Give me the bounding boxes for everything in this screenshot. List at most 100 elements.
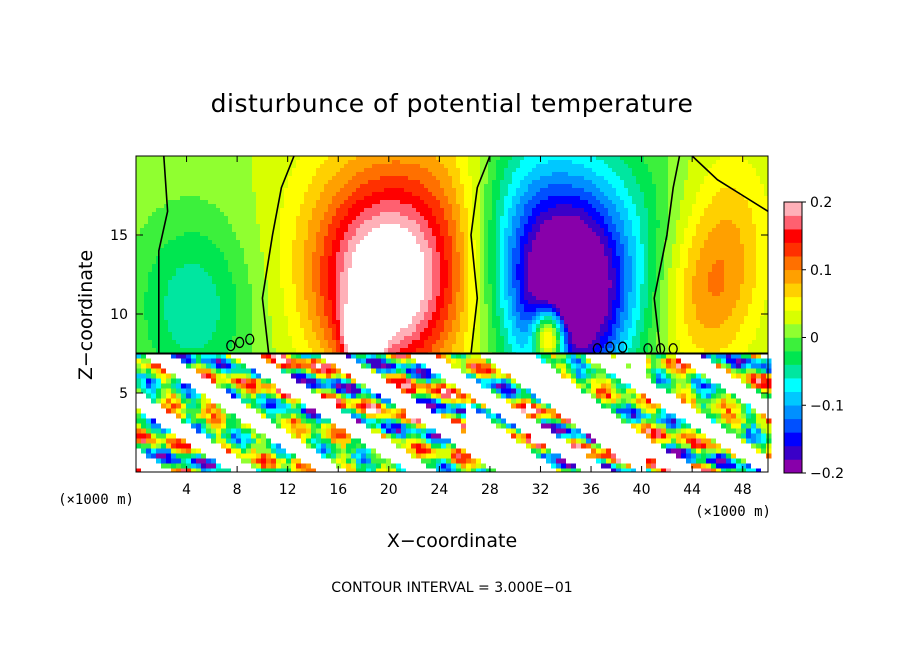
field-cell <box>652 244 657 249</box>
field-cell <box>228 200 233 205</box>
field-cell <box>696 256 701 261</box>
field-cell <box>460 164 465 169</box>
field-cell <box>236 164 241 169</box>
field-cell <box>452 252 457 257</box>
field-cell <box>228 240 233 245</box>
field-cell <box>184 168 189 173</box>
field-cell <box>368 260 373 265</box>
field-cell <box>520 252 525 257</box>
field-cell <box>700 196 705 201</box>
field-cell <box>544 164 549 169</box>
field-cell <box>416 228 421 233</box>
field-cell <box>152 156 157 161</box>
field-cell <box>204 216 209 221</box>
field-cell <box>364 256 369 261</box>
field-cell <box>684 248 689 253</box>
field-cell <box>260 236 265 241</box>
field-cell <box>168 204 173 209</box>
field-cell <box>340 172 345 177</box>
field-cell <box>304 272 309 277</box>
field-cell <box>336 252 341 257</box>
field-cell <box>148 236 153 241</box>
field-cell <box>344 172 349 177</box>
field-cell <box>300 240 305 245</box>
field-cell <box>556 240 561 245</box>
field-cell <box>496 248 501 253</box>
field-cell <box>540 264 545 269</box>
field-cell <box>372 220 377 225</box>
field-cell <box>392 212 397 217</box>
field-cell <box>640 272 645 277</box>
field-cell <box>576 240 581 245</box>
field-cell <box>632 240 637 245</box>
field-cell <box>620 180 625 185</box>
field-cell <box>544 260 549 265</box>
field-cell <box>532 268 537 273</box>
field-cell <box>488 192 493 197</box>
field-cell <box>536 252 541 257</box>
field-cell <box>216 252 221 257</box>
field-cell <box>400 256 405 261</box>
field-cell <box>356 188 361 193</box>
field-cell <box>324 256 329 261</box>
field-cell <box>228 224 233 229</box>
field-cell <box>340 196 345 201</box>
field-cell <box>240 232 245 237</box>
field-cell <box>524 164 529 169</box>
field-cell <box>260 168 265 173</box>
field-cell <box>372 192 377 197</box>
field-cell <box>400 188 405 193</box>
field-cell <box>596 172 601 177</box>
field-cell <box>636 232 641 237</box>
field-cell <box>480 160 485 165</box>
field-cell <box>248 256 253 261</box>
field-cell <box>340 188 345 193</box>
field-cell <box>448 156 453 161</box>
field-cell <box>352 192 357 197</box>
field-cell <box>320 256 325 261</box>
field-cell <box>316 172 321 177</box>
field-cell <box>372 188 377 193</box>
field-cell <box>356 168 361 173</box>
field-cell <box>736 220 741 225</box>
field-cell <box>376 168 381 173</box>
field-cell <box>184 200 189 205</box>
field-cell <box>532 208 537 213</box>
field-cell <box>500 204 505 209</box>
field-cell <box>640 232 645 237</box>
field-cell <box>356 256 361 261</box>
field-cell <box>688 276 693 281</box>
field-cell <box>368 168 373 173</box>
field-cell <box>208 248 213 253</box>
field-cell <box>264 192 269 197</box>
field-cell <box>292 248 297 253</box>
field-cell <box>644 244 649 249</box>
field-cell <box>620 252 625 257</box>
field-cell <box>728 232 733 237</box>
field-cell <box>592 228 597 233</box>
field-cell <box>196 224 201 229</box>
field-cell <box>216 160 221 165</box>
field-cell <box>424 208 429 213</box>
field-cell <box>632 260 637 265</box>
field-cell <box>708 244 713 249</box>
field-cell <box>328 276 333 281</box>
field-cell <box>332 184 337 189</box>
field-cell <box>624 208 629 213</box>
field-cell <box>664 172 669 177</box>
field-cell <box>420 268 425 273</box>
field-cell <box>276 176 281 181</box>
field-cell <box>332 252 337 257</box>
field-cell <box>540 164 545 169</box>
field-cell <box>396 232 401 237</box>
field-cell <box>412 180 417 185</box>
field-cell <box>420 264 425 269</box>
field-cell <box>372 180 377 185</box>
field-cell <box>244 256 249 261</box>
field-cell <box>452 180 457 185</box>
field-cell <box>520 188 525 193</box>
field-cell <box>512 248 517 253</box>
field-cell <box>512 276 517 281</box>
field-cell <box>720 188 725 193</box>
field-cell <box>416 220 421 225</box>
